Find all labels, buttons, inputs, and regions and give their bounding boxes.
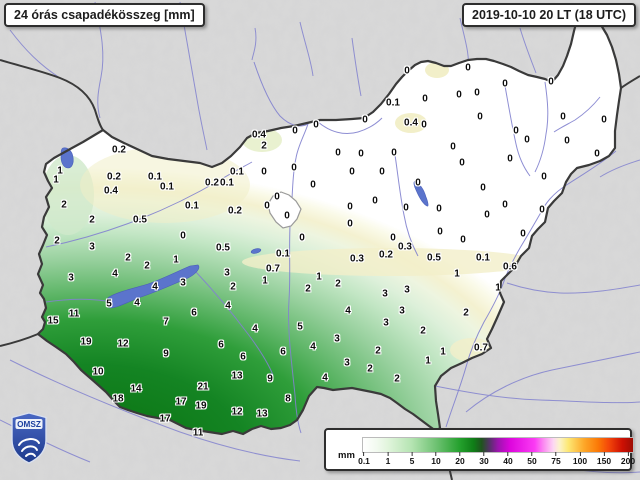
ipoly-river bbox=[317, 117, 383, 135]
lake-velence bbox=[250, 248, 262, 254]
budapest-area bbox=[267, 191, 302, 229]
map-title: 24 órás csapadékösszeg [mm] bbox=[14, 8, 195, 22]
legend-tick: 10 bbox=[431, 452, 441, 466]
legend-tick: 50 bbox=[527, 452, 537, 466]
bodrog-river bbox=[553, 96, 601, 133]
zala-river bbox=[45, 298, 107, 303]
raba-river bbox=[45, 161, 253, 248]
lake-balaton bbox=[105, 264, 200, 309]
omsz-label: OMSZ bbox=[17, 420, 41, 429]
legend-tick: 100 bbox=[573, 452, 587, 466]
omsz-logo: OMSZ bbox=[11, 412, 47, 464]
legend-tick: 30 bbox=[479, 452, 489, 466]
legend-unit-label: mm bbox=[338, 450, 355, 461]
precip-patch-ne1 bbox=[395, 113, 427, 133]
legend-tick: 40 bbox=[503, 452, 513, 466]
precip-patch-nw-green bbox=[42, 155, 94, 235]
hungary-border bbox=[36, 11, 623, 436]
precip-patch-midband bbox=[242, 248, 538, 276]
omsz-label-band bbox=[15, 419, 43, 429]
map-datetime: 2019-10-10 20 LT (18 UTC) bbox=[472, 8, 626, 22]
map-datetime-box: 2019-10-10 20 LT (18 UTC) bbox=[462, 3, 636, 27]
legend-tick: 1 bbox=[386, 452, 390, 466]
zagyva-river bbox=[394, 154, 419, 257]
legend-color-bar bbox=[362, 437, 634, 453]
lake-tisza bbox=[413, 180, 429, 207]
hernad-river bbox=[534, 81, 549, 173]
legend-tick: 75 bbox=[551, 452, 561, 466]
legend-tick: 20 bbox=[455, 452, 465, 466]
sio-river bbox=[195, 271, 274, 376]
sajo-river bbox=[504, 85, 531, 177]
legend-tick: 5 bbox=[410, 452, 414, 466]
map-title-box: 24 órás csapadékösszeg [mm] bbox=[4, 3, 205, 27]
legend-tick: 200 bbox=[621, 452, 635, 466]
legend-tick: 0.1 bbox=[358, 452, 370, 466]
legend-tick: 150 bbox=[597, 452, 611, 466]
legend: mm 0.1 1 5 10 20 30 40 50 75 100 150 200 bbox=[324, 428, 635, 471]
omsz-wave-icon bbox=[18, 438, 40, 457]
